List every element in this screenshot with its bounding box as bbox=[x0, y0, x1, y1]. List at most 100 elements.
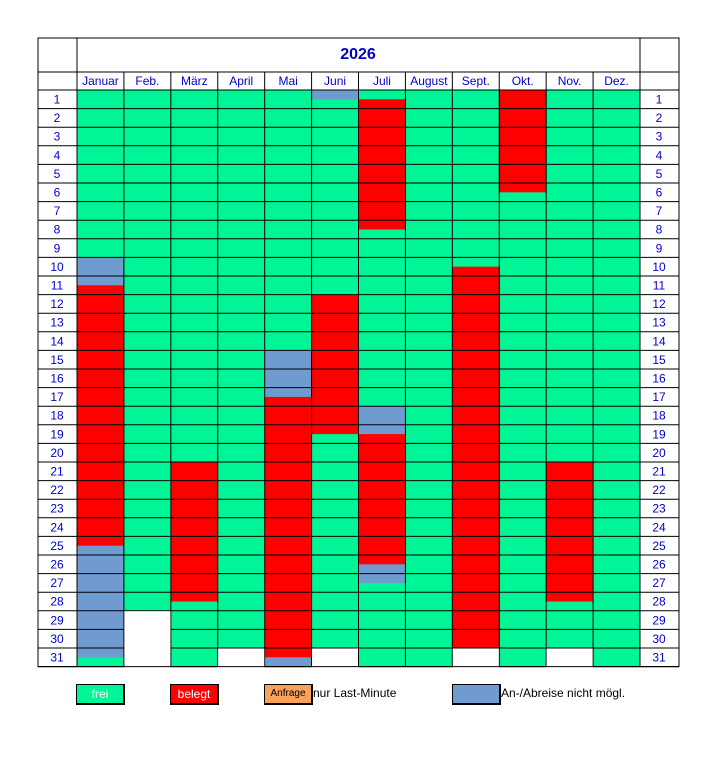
booked-period-4 bbox=[311, 294, 359, 435]
booked-period-2 bbox=[170, 462, 218, 602]
legend-no-arrival-label: An-/Abreise nicht mögl. bbox=[501, 686, 626, 700]
day-number-right-9: 9 bbox=[656, 241, 663, 255]
day-number-left-20: 20 bbox=[50, 446, 64, 460]
day-number-right-5: 5 bbox=[656, 167, 663, 181]
no-arrival-period-4 bbox=[264, 657, 312, 667]
day-number-right-23: 23 bbox=[652, 502, 666, 516]
month-label-1: Januar bbox=[82, 74, 119, 88]
day-number-left-24: 24 bbox=[50, 520, 64, 534]
empty-days-4 bbox=[218, 648, 265, 668]
month-label-11: Nov. bbox=[558, 74, 582, 88]
day-number-left-8: 8 bbox=[54, 223, 61, 237]
day-number-right-22: 22 bbox=[652, 483, 666, 497]
day-number-left-10: 10 bbox=[50, 260, 64, 274]
booked-period-1 bbox=[77, 285, 124, 546]
day-number-right-27: 27 bbox=[652, 576, 666, 590]
day-number-right-13: 13 bbox=[652, 316, 666, 330]
day-number-left-7: 7 bbox=[54, 204, 61, 218]
day-number-right-18: 18 bbox=[652, 409, 666, 423]
empty-days-11 bbox=[546, 648, 593, 668]
day-number-right-10: 10 bbox=[652, 260, 666, 274]
month-label-5: Mai bbox=[278, 74, 297, 88]
day-number-left-9: 9 bbox=[54, 241, 61, 255]
month-label-10: Okt. bbox=[512, 74, 534, 88]
booked-period-3 bbox=[264, 396, 312, 658]
free-days-8 bbox=[405, 90, 453, 667]
day-number-right-28: 28 bbox=[652, 595, 666, 609]
month-label-6: Juni bbox=[324, 74, 346, 88]
day-number-right-11: 11 bbox=[653, 279, 666, 293]
day-number-left-27: 27 bbox=[50, 576, 64, 590]
day-number-left-30: 30 bbox=[50, 632, 64, 646]
day-number-left-23: 23 bbox=[50, 502, 64, 516]
no-arrival-period-1 bbox=[77, 257, 124, 286]
no-arrival-period-3 bbox=[264, 350, 312, 397]
day-number-right-4: 4 bbox=[656, 148, 663, 162]
booked-period-9 bbox=[546, 462, 594, 602]
day-number-left-29: 29 bbox=[50, 613, 64, 627]
calendar-grid bbox=[37, 37, 680, 668]
day-number-right-8: 8 bbox=[656, 223, 663, 237]
day-number-left-1: 1 bbox=[54, 93, 61, 107]
day-number-left-16: 16 bbox=[50, 372, 64, 386]
day-number-left-28: 28 bbox=[50, 595, 64, 609]
month-label-12: Dez. bbox=[604, 74, 629, 88]
legend-free-swatch: frei bbox=[76, 684, 125, 705]
day-number-right-19: 19 bbox=[652, 427, 666, 441]
day-number-right-15: 15 bbox=[652, 353, 666, 367]
month-label-2: Feb. bbox=[135, 74, 159, 88]
legend-booked-swatch: belegt bbox=[170, 684, 219, 705]
day-number-left-31: 31 bbox=[50, 651, 64, 665]
day-number-left-25: 25 bbox=[50, 539, 64, 553]
day-number-left-15: 15 bbox=[50, 353, 64, 367]
no-arrival-period-6 bbox=[358, 406, 406, 435]
day-number-right-25: 25 bbox=[652, 539, 666, 553]
day-number-left-3: 3 bbox=[54, 130, 61, 144]
day-number-right-20: 20 bbox=[652, 446, 666, 460]
day-number-right-31: 31 bbox=[652, 651, 666, 665]
legend-request-swatch: Anfrage bbox=[264, 684, 313, 705]
day-number-right-6: 6 bbox=[656, 186, 663, 200]
day-number-right-2: 2 bbox=[656, 111, 663, 125]
day-number-left-26: 26 bbox=[50, 558, 64, 572]
day-number-right-14: 14 bbox=[652, 334, 666, 348]
day-number-right-7: 7 bbox=[656, 204, 663, 218]
day-number-left-2: 2 bbox=[54, 111, 61, 125]
day-number-right-12: 12 bbox=[652, 297, 666, 311]
day-number-right-24: 24 bbox=[652, 520, 666, 534]
month-label-7: Juli bbox=[373, 74, 391, 88]
no-arrival-period-5 bbox=[311, 90, 359, 100]
month-label-3: März bbox=[181, 74, 208, 88]
day-number-right-30: 30 bbox=[652, 632, 666, 646]
day-number-right-21: 21 bbox=[652, 465, 666, 479]
free-days-12 bbox=[593, 90, 640, 667]
day-number-left-18: 18 bbox=[50, 409, 64, 423]
day-number-left-22: 22 bbox=[50, 483, 64, 497]
day-number-left-21: 21 bbox=[50, 465, 64, 479]
day-number-right-1: 1 bbox=[656, 93, 663, 107]
no-arrival-period-2 bbox=[77, 545, 124, 658]
booked-period-8 bbox=[499, 90, 547, 193]
occupancy-calendar: 2026 Januar Feb. März April Mai Juni Juli Augus… bbox=[37, 37, 680, 668]
day-number-right-3: 3 bbox=[656, 130, 663, 144]
day-number-right-29: 29 bbox=[652, 613, 666, 627]
day-number-left-4: 4 bbox=[54, 148, 61, 162]
day-number-right-26: 26 bbox=[652, 558, 666, 572]
empty-days-9 bbox=[452, 648, 499, 668]
month-header-row: Januar Feb. März April Mai Juni Juli August Sept… bbox=[82, 74, 629, 88]
day-number-left-13: 13 bbox=[50, 316, 64, 330]
legend-no-arrival-swatch bbox=[452, 684, 501, 705]
month-label-8: August bbox=[410, 74, 448, 88]
day-number-left-14: 14 bbox=[50, 334, 64, 348]
empty-days-2 bbox=[124, 611, 171, 668]
day-number-right-16: 16 bbox=[652, 372, 666, 386]
day-number-left-19: 19 bbox=[50, 427, 64, 441]
day-number-left-12: 12 bbox=[50, 297, 64, 311]
day-number-left-17: 17 bbox=[50, 390, 64, 404]
legend-request-note: nur Last-Minute bbox=[313, 686, 397, 700]
empty-days-6 bbox=[312, 648, 358, 668]
day-number-left-5: 5 bbox=[54, 167, 61, 181]
day-number-left-11: 11 bbox=[51, 279, 64, 293]
month-label-4: April bbox=[229, 74, 253, 88]
